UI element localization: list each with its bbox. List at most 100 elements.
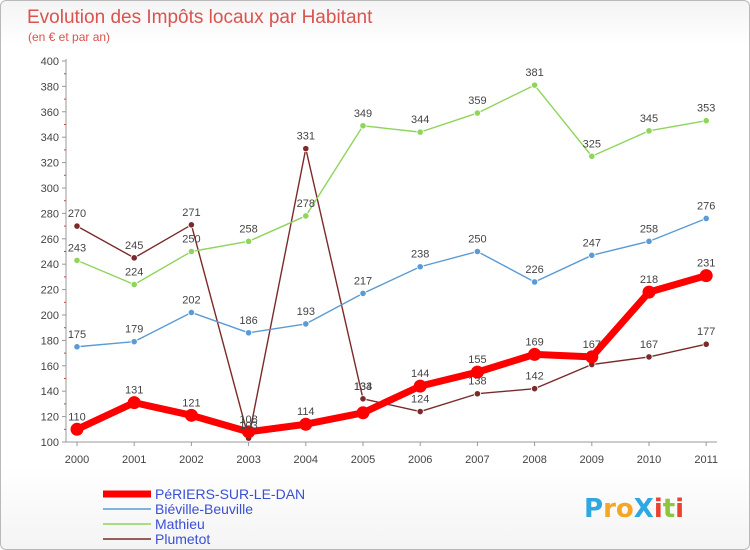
data-point [645,127,653,135]
logo-letter: X [634,494,654,524]
data-label: 110 [68,411,86,423]
data-label: 114 [297,406,315,418]
series-lines [70,81,713,442]
x-tick-label: 2008 [522,454,546,466]
x-tick-label: 2009 [580,454,604,466]
logo-letter: t [663,494,675,524]
data-label: 218 [640,274,658,286]
x-tick-label: 2005 [351,454,375,466]
data-label: 231 [697,258,715,270]
data-label: 276 [697,200,715,212]
data-label: 202 [182,294,200,306]
proxiti-logo: ProXiti [584,494,684,524]
data-label: 124 [411,394,429,406]
data-label: 142 [525,371,543,383]
data-point [470,365,484,379]
y-tick-label: 100 [41,437,59,449]
data-point [70,422,84,436]
data-point [530,278,539,286]
data-point [302,212,310,220]
data-label: 121 [182,397,200,409]
y-tick-label: 180 [41,335,59,347]
data-point [473,390,481,398]
data-point [642,285,656,299]
y-tick-label: 120 [41,412,59,424]
data-label: 359 [468,95,486,107]
legend-label: Plumetot [155,531,210,547]
data-point [187,221,195,229]
data-point [702,214,710,223]
x-tick-label: 2007 [465,454,489,466]
data-point [588,152,596,160]
data-point [245,237,253,245]
logo-letter: i [675,494,684,524]
data-label: 349 [354,108,372,120]
data-label: 177 [697,326,715,338]
data-label: 331 [297,131,315,143]
data-label: 258 [640,223,658,235]
axes: 100 120 140 160 180 200 220 240 260 280 300 320 340 3… [41,56,718,466]
legend-label: Biéville-Beuville [155,501,253,517]
data-point [699,269,713,283]
data-point [73,256,81,264]
data-label: 258 [239,223,257,235]
chart-subtitle: (en € et par an) [28,30,110,44]
series-line [76,84,707,286]
data-label: 353 [697,103,715,115]
data-label: 245 [125,240,143,252]
data-label: 155 [468,354,486,366]
y-tick-label: 360 [41,107,59,119]
y-tick-label: 140 [41,386,59,398]
y-tick-label: 260 [41,234,59,246]
data-point [187,247,195,256]
data-label: 226 [525,264,543,276]
data-point [416,407,424,416]
x-tick-label: 2011 [694,454,718,466]
chart-title: Evolution des Impôts locaux par Habitant [27,7,373,28]
data-label: 138 [468,376,486,388]
data-label: 243 [68,242,86,254]
y-tick-label: 240 [41,259,59,271]
logo-letter: r [603,494,616,524]
data-point [528,347,542,361]
data-label: 175 [68,329,86,341]
data-point [413,379,427,393]
data-point [702,117,710,125]
data-label: 381 [525,67,543,79]
x-tick-label: 2001 [122,454,146,466]
data-point [242,425,256,439]
x-tick-label: 2002 [179,454,203,466]
data-point [187,308,195,317]
data-point [245,329,253,337]
data-point [359,289,367,298]
data-label: 193 [297,306,315,318]
data-label: 238 [411,249,429,261]
data-label: 167 [640,339,658,351]
legend-label: Mathieu [155,516,205,532]
data-label: 250 [182,234,200,246]
data-point [530,385,539,393]
data-point [530,81,539,89]
data-point [359,122,367,130]
data-label: 167 [583,339,601,351]
data-point [359,395,367,403]
data-point [356,406,370,420]
data-label: 186 [239,315,257,327]
y-tick-label: 340 [41,132,59,144]
data-point [473,247,481,256]
series-line [76,217,707,348]
x-tick-label: 2003 [236,454,260,466]
data-point [416,263,424,271]
logo-text: ProXiti [584,494,684,524]
data-point [588,251,596,259]
data-label: 131 [125,385,143,397]
y-tick-label: 160 [41,361,59,373]
data-point [184,408,198,422]
data-label: 224 [125,267,143,279]
data-label: 247 [583,237,601,249]
data-point [73,343,81,351]
logo-letter: P [584,494,603,524]
data-label: 144 [411,368,429,380]
